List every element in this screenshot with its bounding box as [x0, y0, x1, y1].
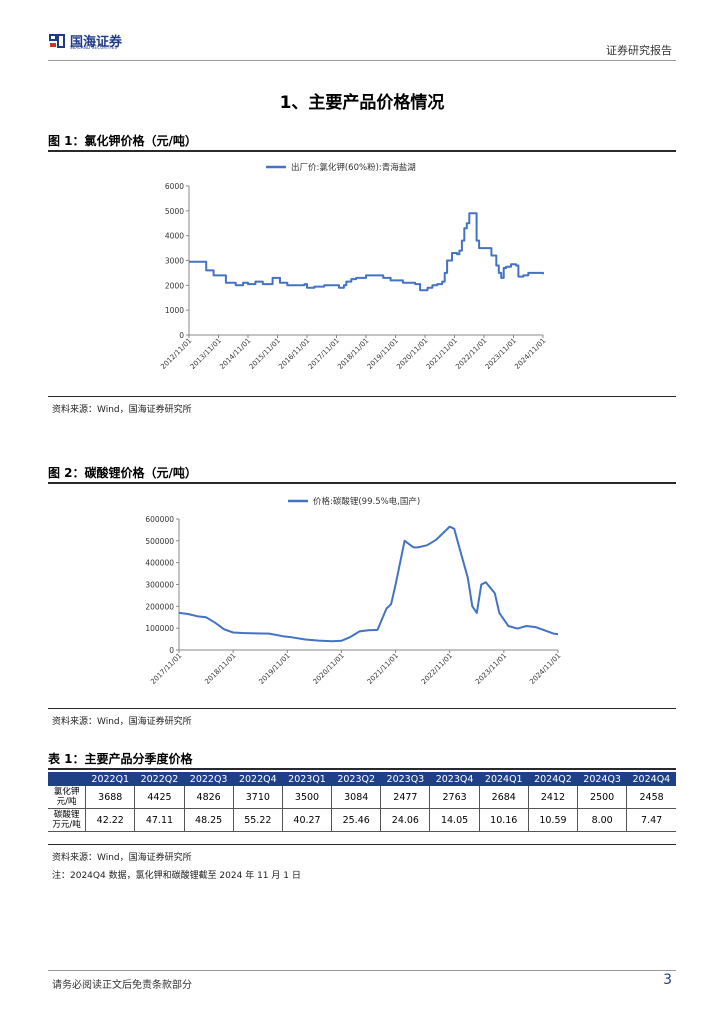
- x-tick-label: 2020/11/01: [312, 652, 346, 686]
- table-cell: 2477: [380, 786, 430, 809]
- table-header-cell: 2024Q3: [577, 772, 627, 786]
- table-header-cell: 2022Q4: [233, 772, 283, 786]
- table-header-cell: 2023Q3: [380, 772, 430, 786]
- footer-divider: [48, 970, 676, 971]
- y-tick-label: 300000: [145, 581, 174, 590]
- x-tick-label: 2022/11/01: [420, 652, 454, 686]
- table-header-cell: 2024Q1: [479, 772, 529, 786]
- table-cell: 2684: [478, 786, 529, 809]
- y-tick-label: 200000: [145, 602, 174, 611]
- y-tick-label: 5000: [165, 207, 184, 216]
- figure1-source: 资料来源：Wind，国海证券研究所: [52, 405, 192, 415]
- table-cell: 24.06: [380, 808, 430, 832]
- x-tick-label: 2019/11/01: [258, 652, 292, 686]
- series-line: [178, 525, 559, 643]
- table-cell: 8.00: [577, 808, 627, 832]
- figure2-source: 资料来源：Wind，国海证券研究所: [52, 717, 192, 727]
- figure2-caption-divider: [48, 482, 676, 484]
- table-header-cell: 2024Q4: [626, 772, 676, 786]
- row-label-product: 氯化钾: [53, 787, 80, 797]
- table-header-cell: [48, 772, 86, 786]
- company-logo-en: SEALAND SECURITIES: [70, 45, 118, 50]
- header-divider: [48, 60, 676, 61]
- quarterly-price-table: 2022Q1 2022Q2 2022Q3 2022Q4 2023Q1 2023Q…: [48, 772, 676, 832]
- table-cell: 40.27: [281, 808, 332, 832]
- y-tick-label: 6000: [165, 182, 184, 191]
- table-cell: 7.47: [626, 808, 676, 832]
- table-cell: 3084: [331, 786, 381, 809]
- table-row: 氯化钾 元/吨 3688 4425 4826 3710 3500 3084 247…: [48, 786, 676, 809]
- figure1-caption: 图 1：氯化钾价格（元/吨）: [48, 134, 197, 148]
- table1-note: 注：2024Q4 数据，氯化钾和碳酸锂截至 2024 年 11 月 1 日: [52, 871, 301, 881]
- table-cell: 3710: [232, 786, 283, 809]
- y-tick-label: 1000: [165, 306, 184, 315]
- table-cell: 2763: [429, 786, 480, 809]
- figure1-chart: 出厂价:氯化钾(60%粉):青海盐湖 0 1000 2000 3000 4000 5000 6…: [159, 162, 547, 371]
- table-cell: 4425: [134, 786, 185, 809]
- table-cell: 2412: [527, 786, 578, 809]
- row-label: 氯化钾 元/吨: [48, 786, 86, 809]
- row-label-product: 碳酸锂: [53, 810, 80, 820]
- table-row: 碳酸锂 万元/吨 42.22 47.11 48.25 55.22 40.27 25…: [48, 808, 676, 832]
- table-header-cell: 2024Q2: [528, 772, 578, 786]
- y-tick-label: 0: [169, 646, 174, 655]
- x-tick-label: 2021/11/01: [366, 652, 400, 686]
- series-line: [189, 212, 544, 292]
- x-tick-label: 2018/11/01: [203, 652, 237, 686]
- x-tick-label: 2024/11/01: [513, 337, 547, 371]
- row-label-unit: 万元/吨: [52, 820, 81, 830]
- x-tick-label: 2017/11/01: [149, 652, 183, 686]
- table-header-cell: 2023Q4: [429, 772, 480, 786]
- row-label: 碳酸锂 万元/吨: [48, 808, 86, 832]
- table-cell: 55.22: [232, 808, 283, 832]
- table-header-row: 2022Q1 2022Q2 2022Q3 2022Q4 2023Q1 2023Q…: [48, 772, 676, 786]
- table-header-cell: 2022Q2: [134, 772, 185, 786]
- table-cell: 47.11: [134, 808, 185, 832]
- table-header-cell: 2022Q1: [85, 772, 135, 786]
- y-tick-label: 0: [179, 331, 184, 340]
- y-tick-label: 4000: [165, 232, 184, 241]
- table-cell: 42.22: [85, 808, 135, 832]
- table-cell: 3500: [281, 786, 332, 809]
- table1-bottom-divider: [48, 844, 676, 845]
- figure1-bottom-divider: [48, 396, 676, 397]
- y-tick-label: 500000: [145, 537, 174, 546]
- table-cell: 3688: [85, 786, 135, 809]
- footer-disclaimer: 请务必阅读正文后免责条款部分: [52, 980, 192, 991]
- x-tick-label: 2023/11/01: [474, 652, 508, 686]
- table1-source: 资料来源：Wind，国海证券研究所: [52, 853, 192, 863]
- table-cell: 2500: [577, 786, 627, 809]
- table-cell: 48.25: [183, 808, 234, 832]
- section-title: 1、主要产品价格情况: [279, 93, 445, 113]
- legend-label: 出厂价:氯化钾(60%粉):青海盐湖: [291, 162, 416, 173]
- y-tick-label: 400000: [145, 559, 174, 568]
- table-cell: 10.16: [478, 808, 529, 832]
- table-header-cell: 2023Q2: [331, 772, 381, 786]
- y-tick-label: 600000: [145, 515, 174, 524]
- table-cell: 14.05: [429, 808, 480, 832]
- y-tick-label: 3000: [165, 257, 184, 266]
- figure2-chart: 价格:碳酸锂(99.5%电,国产) 0 100000 200000 300000 4000…: [145, 496, 562, 686]
- y-tick-label: 100000: [145, 624, 174, 633]
- table-cell: 10.59: [527, 808, 578, 832]
- table-cell: 25.46: [331, 808, 381, 832]
- table-cell: 4826: [183, 786, 234, 809]
- table-header-cell: 2022Q3: [184, 772, 234, 786]
- table-header-cell: 2023Q1: [282, 772, 332, 786]
- company-logo-icon: [48, 32, 66, 50]
- table1-caption: 表 1：主要产品分季度价格: [48, 752, 193, 766]
- figure1-caption-divider: [48, 150, 676, 152]
- doc-type-label: 证券研究报告: [606, 44, 672, 57]
- page-number: 3: [663, 972, 672, 988]
- row-label-unit: 元/吨: [56, 797, 77, 807]
- table-cell: 2458: [626, 786, 676, 809]
- table1-caption-divider: [48, 768, 676, 770]
- company-logo-name: 国海证券: [70, 35, 123, 50]
- figure2-bottom-divider: [48, 708, 676, 709]
- x-tick-label: 2024/11/01: [528, 652, 562, 686]
- legend-label: 价格:碳酸锂(99.5%电,国产): [313, 496, 420, 507]
- y-tick-label: 2000: [165, 281, 184, 290]
- figure2-caption: 图 2：碳酸锂价格（元/吨）: [48, 466, 197, 480]
